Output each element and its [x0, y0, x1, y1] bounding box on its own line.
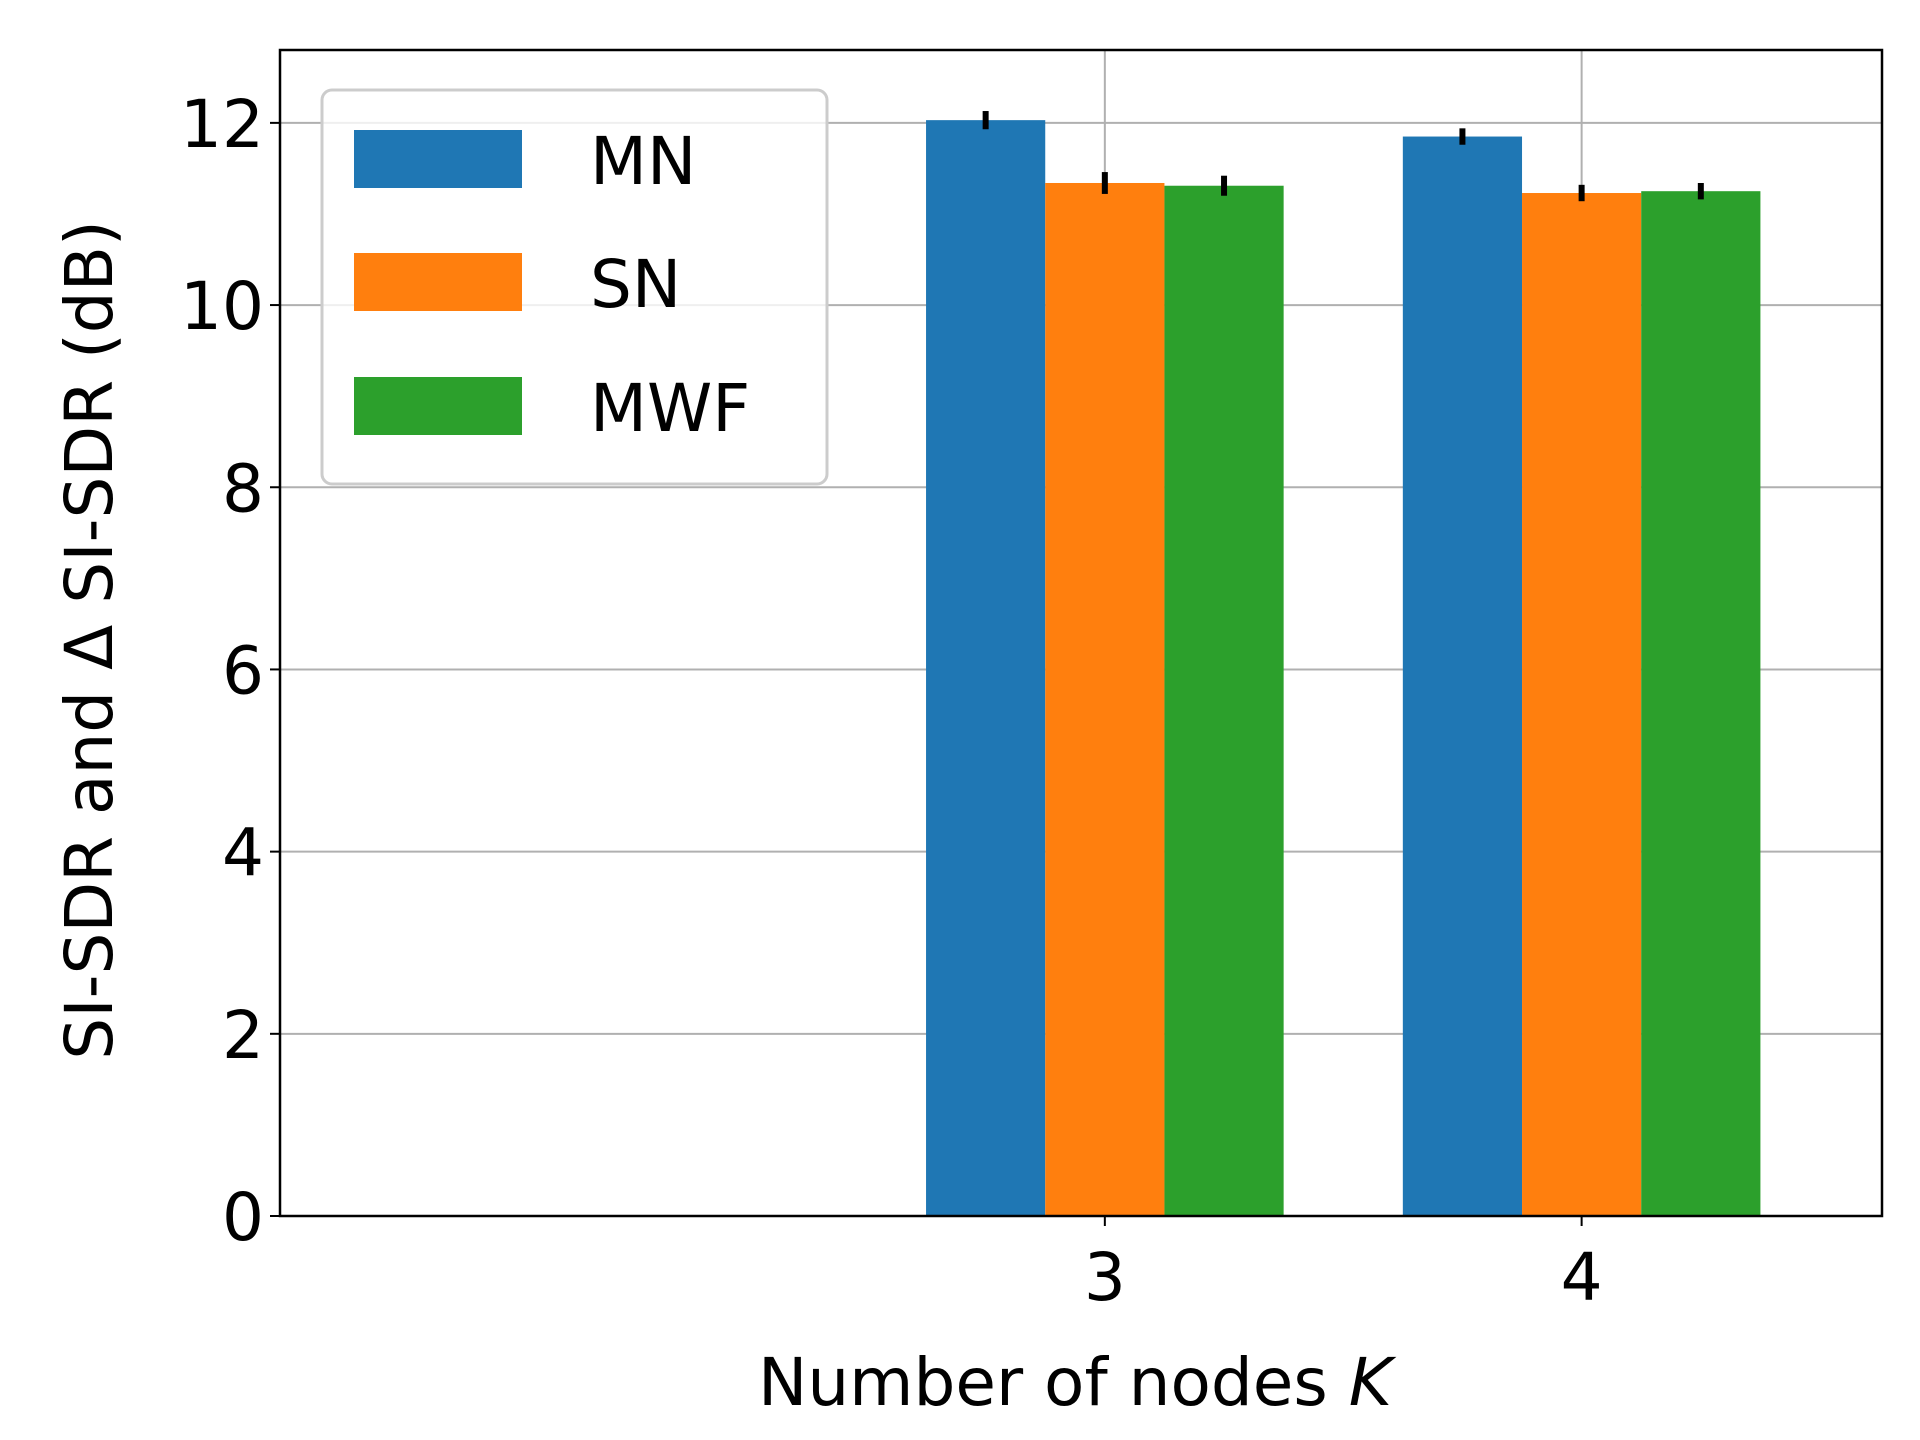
y-tick-label: 2 — [222, 997, 264, 1074]
bar-mwf — [1641, 191, 1761, 1216]
error-bars-layer — [982, 111, 1704, 202]
legend-label-mn: MN — [590, 123, 696, 200]
bars-layer — [926, 120, 1761, 1217]
bar-mn — [1402, 136, 1523, 1216]
x-axis-label-variable: K — [1349, 1344, 1397, 1421]
bar-sn — [1522, 193, 1642, 1216]
y-tick-label: 4 — [222, 815, 264, 892]
legend-swatch-sn — [354, 253, 522, 311]
x-axis-label: Number of nodes K — [758, 1344, 1397, 1421]
x-tick-label: 3 — [1084, 1239, 1126, 1316]
y-tick-label: 10 — [180, 268, 264, 345]
legend-swatch-mwf — [354, 377, 522, 435]
legend-label-mwf: MWF — [590, 370, 750, 447]
legend: MN SN MWF — [320, 88, 829, 486]
x-tick-label: 4 — [1561, 1239, 1603, 1316]
y-tick-label: 12 — [180, 86, 264, 163]
y-tick-label: 8 — [222, 450, 264, 527]
bar-mwf — [1164, 185, 1284, 1216]
x-axis-label-text: Number of nodes — [758, 1344, 1328, 1421]
y-tick-label: 6 — [222, 632, 264, 709]
legend-swatch-mn — [354, 130, 522, 188]
ticks-layer: 0 2 4 6 8 10 12 3 4 — [180, 86, 1603, 1316]
legend-label-sn: SN — [590, 246, 681, 323]
y-axis-label: SI-SDR and Δ SI-SDR (dB) — [51, 220, 128, 1059]
bar-sn — [1045, 182, 1165, 1217]
y-tick-label: 0 — [222, 1179, 264, 1256]
plot-frame — [278, 48, 1884, 1218]
bar-mn — [926, 120, 1046, 1216]
